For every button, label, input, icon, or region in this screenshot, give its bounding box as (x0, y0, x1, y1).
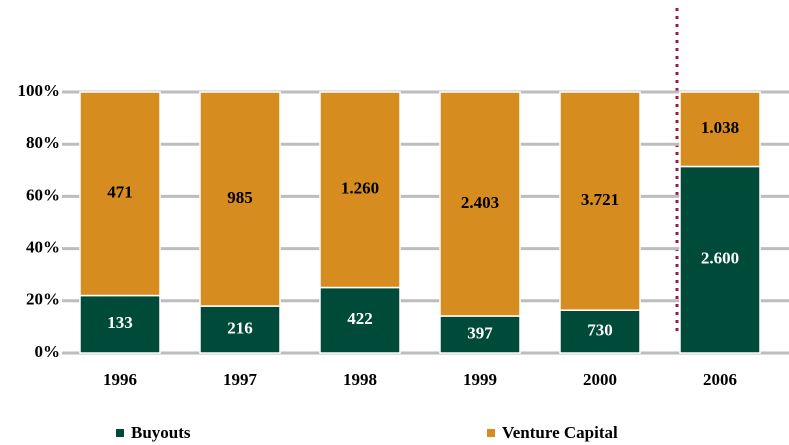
bar-segment (439, 91, 521, 317)
y-tick-label: 40% (26, 238, 60, 257)
x-tick-label: 1997 (223, 370, 258, 389)
legend-label: Buyouts (131, 423, 191, 442)
data-label: 3.721 (581, 190, 619, 209)
x-tick-label: 1999 (463, 370, 497, 389)
bar-segment (319, 286, 401, 354)
bar-segment (199, 305, 281, 354)
data-label: 471 (107, 183, 133, 202)
data-label: 133 (107, 313, 133, 332)
data-label: 2.403 (461, 193, 499, 212)
y-tick-label: 60% (26, 185, 60, 204)
legend-swatch (116, 429, 124, 437)
y-tick-label: 80% (26, 133, 60, 152)
data-label: 422 (347, 309, 373, 328)
y-tick-label: 20% (26, 290, 60, 309)
bar-segment (679, 165, 761, 354)
data-label: 1.038 (701, 118, 739, 137)
y-tick-label: 100% (18, 81, 61, 100)
bar-segment (559, 91, 641, 311)
data-label: 2.600 (701, 249, 739, 268)
bar-segment (319, 91, 401, 289)
y-tick-label: 0% (35, 342, 61, 361)
x-tick-label: 1998 (343, 370, 377, 389)
data-label: 730 (587, 321, 613, 340)
data-label: 985 (227, 188, 253, 207)
legend-label: Venture Capital (502, 423, 618, 442)
bar-segment (679, 91, 761, 168)
data-label: 216 (227, 318, 253, 337)
bar-segment (439, 315, 521, 354)
data-label: 1.260 (341, 179, 379, 198)
bar-segment (79, 91, 161, 297)
x-tick-label: 2000 (583, 370, 617, 389)
legend-swatch (487, 429, 495, 437)
data-label: 397 (467, 323, 493, 342)
bar-segment (199, 91, 281, 307)
x-tick-label: 2006 (703, 370, 737, 389)
x-tick-label: 1996 (103, 370, 137, 389)
